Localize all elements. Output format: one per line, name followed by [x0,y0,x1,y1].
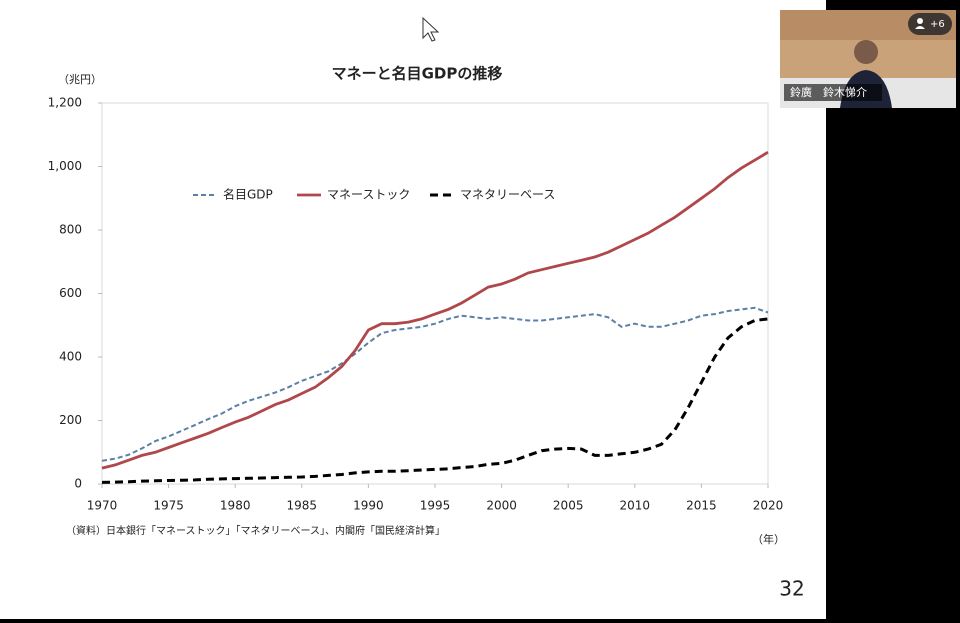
participants-icon-body [915,26,925,29]
legend-label: マネーストック [327,188,410,202]
y-tick-label: 800 [59,223,82,237]
x-tick-label: 2010 [620,499,651,513]
video-tile[interactable]: 鈴廣 鈴木悌介 +6 [780,10,956,108]
series-line [101,151,769,470]
x-tick-label: 2000 [486,499,517,513]
chart-title: マネーと名目GDPの推移 [332,65,503,83]
x-tick-label: 1980 [220,499,251,513]
participants-icon [917,18,923,24]
series-line [101,317,769,484]
series-line [101,306,769,462]
person-head [854,40,878,64]
x-tick-label: 2020 [753,499,784,513]
y-tick-label: 0 [74,477,82,491]
participant-name: 鈴廣 鈴木悌介 [790,85,867,99]
y-axis-label: （兆円） [58,73,102,86]
source-note: （資料）日本銀行「マネーストック」「マネタリーベース」、内閣府「国民経済計算」 [66,524,445,537]
mouse-cursor [422,16,440,42]
y-tick-label: 200 [59,413,82,427]
legend-label: マネタリーベース [460,188,555,202]
x-tick-label: 1990 [353,499,384,513]
x-tick-label: 1995 [420,499,451,513]
x-tick-label: 1985 [287,499,318,513]
y-tick-label: 600 [59,286,82,300]
y-tick-label: 400 [59,350,82,364]
y-tick-label: 1,000 [48,159,82,173]
y-tick-label: 1,200 [48,96,82,110]
legend-label: 名目GDP [223,187,273,202]
participants-count: +6 [930,19,945,30]
name-plate [784,84,882,101]
x-tick-label: 1975 [153,499,184,513]
x-tick-label: 2005 [553,499,584,513]
x-tick-label: 2015 [686,499,717,513]
x-axis-label: （年） [752,532,785,546]
page-number: 32 [779,577,804,601]
x-tick-label: 1970 [87,499,118,513]
